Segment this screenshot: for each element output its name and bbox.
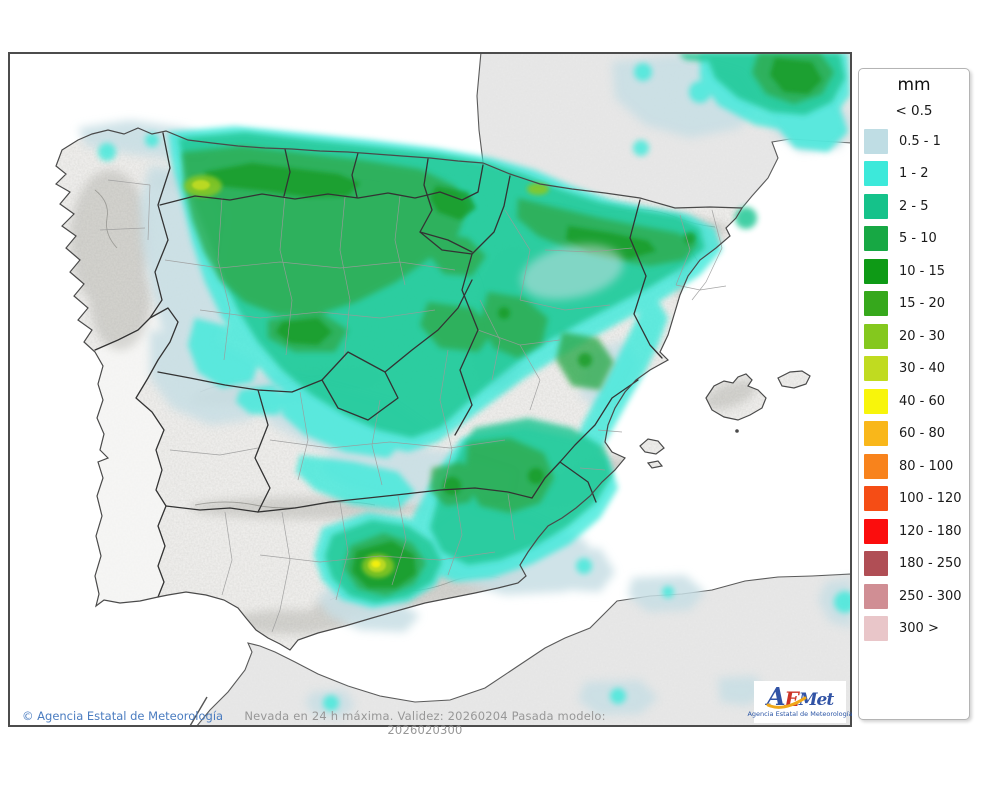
legend-item: 80 - 100 [859, 450, 969, 483]
legend-label: 15 - 20 [899, 296, 946, 312]
legend-swatch [864, 323, 888, 349]
cabrera-island [735, 429, 739, 433]
legend-item: 10 - 15 [859, 255, 969, 288]
legend-item: 2 - 5 [859, 190, 969, 223]
logo-swoosh-icon [766, 696, 807, 709]
legend-swatch [864, 193, 888, 219]
legend-swatch [864, 388, 888, 414]
legend-panel: mm < 0.5 0.5 - 1 1 - 2 2 - 5 5 - 10 10 - 15 1… [858, 68, 970, 720]
legend-swatch [864, 616, 888, 642]
legend-label: 250 - 300 [899, 588, 962, 604]
province-borders [99, 179, 727, 633]
legend-swatch [864, 583, 888, 609]
legend-item: 180 - 250 [859, 548, 969, 581]
legend-label: 180 - 250 [899, 556, 962, 572]
legend-item: 30 - 40 [859, 353, 969, 386]
precip-layer-40-60mm [371, 560, 381, 568]
legend-swatch [864, 421, 888, 447]
legend-label: 120 - 180 [899, 523, 962, 539]
legend-swatch [864, 258, 888, 284]
legend-item: 40 - 60 [859, 385, 969, 418]
legend-item: 1 - 2 [859, 158, 969, 191]
legend-item: 15 - 20 [859, 288, 969, 321]
legend-swatch [864, 453, 888, 479]
legend-swatch [864, 161, 888, 187]
copyright-box [10, 696, 208, 725]
legend-title: mm [897, 75, 931, 95]
legend-label: 1 - 2 [899, 166, 929, 182]
legend-swatch [864, 518, 888, 544]
ebro-valley-gap [520, 244, 624, 300]
legend-swatch [864, 226, 888, 252]
legend-label: 60 - 80 [899, 426, 946, 442]
legend-swatch [864, 128, 888, 154]
legend-label: 40 - 60 [899, 393, 946, 409]
legend-items: 0.5 - 1 1 - 2 2 - 5 5 - 10 10 - 15 15 - 20 20 … [859, 125, 969, 645]
copyright-text: © Agencia Estatal de Meteorología [22, 709, 224, 723]
legend-item: 250 - 300 [859, 580, 969, 613]
legend-item: 0.5 - 1 [859, 125, 969, 158]
legend-swatch [864, 486, 888, 512]
map-content [10, 54, 850, 725]
legend-label: 20 - 30 [899, 328, 946, 344]
legend-swatch [864, 356, 888, 382]
legend-item: 60 - 80 [859, 418, 969, 451]
legend-swatch [864, 291, 888, 317]
community-borders [94, 132, 663, 598]
legend-label: 300 > [899, 621, 939, 637]
legend-label: 2 - 5 [899, 198, 929, 214]
precipitation-overlay [78, 54, 850, 718]
legend-label: 80 - 100 [899, 458, 954, 474]
legend-item: 300 > [859, 613, 969, 646]
legend-label: 10 - 15 [899, 263, 946, 279]
model-info-text: Nevada en 24 h máxima. Validez: 20260204… [244, 709, 606, 737]
legend-item: 100 - 120 [859, 483, 969, 516]
logo-letter-a: A [766, 682, 786, 711]
legend-item: 120 - 180 [859, 515, 969, 548]
legend-label: 30 - 40 [899, 361, 946, 377]
aemet-logo: A E Met Agencia Estatal de Meteorología [747, 681, 853, 723]
legend-label: 5 - 10 [899, 231, 937, 247]
aemet-logo-letters: A E Met [766, 681, 834, 711]
legend-label: 0.5 - 1 [899, 133, 941, 149]
legend-item: 5 - 10 [859, 223, 969, 256]
map-frame [8, 52, 852, 727]
legend-below-threshold: < 0.5 [895, 103, 933, 119]
legend-item: 20 - 30 [859, 320, 969, 353]
legend-label: 100 - 120 [899, 491, 962, 507]
legend-swatch [864, 551, 888, 577]
precip-layer-30-40mm [192, 180, 386, 572]
aemet-logo-subtitle: Agencia Estatal de Meteorología [747, 710, 853, 718]
logo-letters-met: Met [798, 690, 834, 710]
